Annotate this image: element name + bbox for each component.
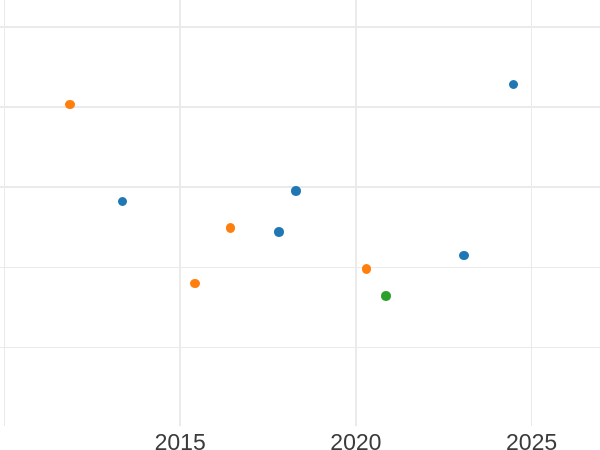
gridline-horizontal [0, 346, 600, 349]
x-tick-label: 2015 [154, 429, 206, 450]
scatter-point-blue [459, 250, 469, 261]
scatter-point-blue [274, 227, 285, 237]
gridline-vertical [3, 0, 6, 426]
scatter-point-blue [117, 196, 128, 207]
scatter-point-orange [65, 99, 75, 110]
gridline-vertical [355, 0, 357, 426]
gridline-horizontal [0, 106, 600, 108]
gridline-vertical [530, 0, 533, 426]
x-tick-label: 2025 [506, 429, 558, 450]
gridline-horizontal [0, 26, 600, 28]
gridline-vertical [179, 0, 181, 426]
gridline-horizontal [0, 266, 600, 269]
scatter-point-green [380, 291, 391, 301]
scatter-point-orange [361, 264, 372, 274]
scatter-point-blue [291, 186, 301, 196]
x-tick-label: 2020 [330, 429, 382, 450]
scatter-point-orange [190, 278, 200, 289]
scatter-point-orange [225, 223, 236, 233]
scatter-point-blue [508, 79, 519, 90]
